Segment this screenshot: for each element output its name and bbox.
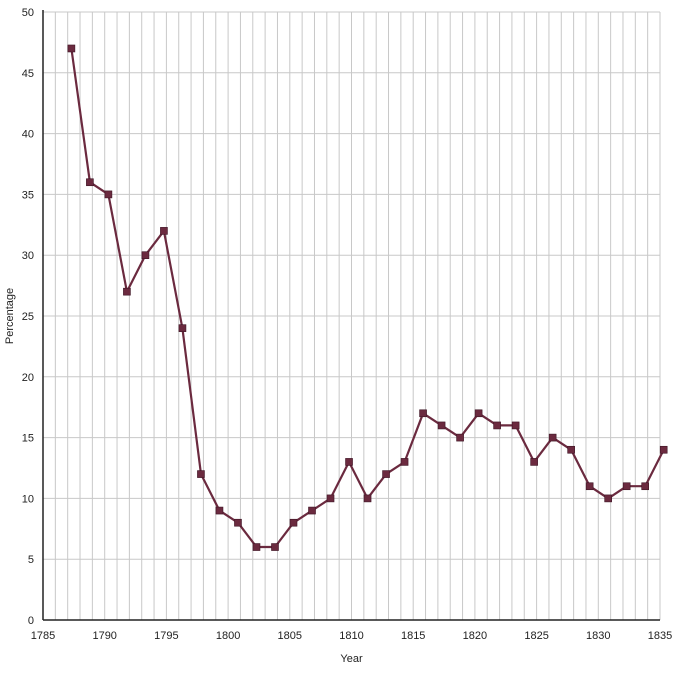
y-axis-title: Percentage	[4, 288, 16, 344]
data-point-marker	[567, 445, 575, 454]
data-point-marker	[659, 445, 668, 454]
grid	[42, 11, 661, 621]
data-point-marker	[160, 227, 168, 235]
data-point-marker	[400, 458, 409, 466]
data-point-marker	[289, 518, 298, 527]
x-tick-labels: 1785 1790 1795 1800 1805 1810 1815 1820 1825 1830…	[31, 630, 672, 642]
data-point-marker	[234, 518, 242, 527]
y-tick-label: 35	[22, 189, 34, 201]
x-tick-label: 1805	[278, 630, 302, 642]
y-tick-label: 25	[22, 311, 34, 323]
y-tick-labels: 0 5 10 15 20 25 30 35 40 45 50	[22, 7, 34, 627]
data-point-marker	[456, 433, 464, 442]
data-point-marker	[86, 178, 94, 187]
data-point-marker	[585, 482, 594, 491]
x-tick-label: 1820	[463, 630, 487, 642]
y-tick-label: 0	[28, 615, 34, 627]
axes	[42, 10, 660, 621]
x-axis-title: Year	[340, 653, 363, 665]
y-tick-label: 50	[22, 7, 34, 19]
data-point-marker	[215, 506, 224, 515]
x-tick-label: 1825	[524, 630, 548, 642]
x-tick-label: 1795	[154, 630, 178, 642]
data-point-marker	[345, 458, 353, 466]
y-tick-label: 40	[22, 129, 34, 141]
data-point-marker	[530, 458, 538, 466]
data-point-marker	[141, 251, 150, 259]
data-point-marker	[474, 409, 483, 418]
data-point-marker	[604, 494, 612, 503]
y-tick-label: 5	[28, 554, 34, 566]
data-point-marker	[511, 421, 520, 430]
y-tick-label: 10	[22, 493, 34, 505]
data-point-marker	[326, 494, 335, 503]
y-tick-label: 30	[22, 250, 34, 262]
data-point-marker	[308, 506, 316, 515]
data-point-marker	[437, 421, 446, 430]
data-point-marker	[197, 470, 205, 478]
data-point-marker	[178, 324, 187, 332]
data-point-marker	[382, 470, 390, 478]
x-tick-label: 1835	[648, 630, 672, 642]
data-point-marker	[419, 409, 427, 418]
data-point-marker	[548, 433, 557, 442]
data-point-marker	[271, 543, 279, 551]
data-point-marker	[641, 482, 649, 491]
data-point-marker	[493, 421, 501, 430]
data-point-marker	[123, 287, 131, 296]
data-point-marker	[104, 190, 113, 199]
y-tick-label: 45	[22, 68, 34, 80]
series-line	[70, 48, 665, 549]
y-tick-label: 15	[22, 433, 34, 445]
x-tick-label: 1785	[31, 630, 55, 642]
data-point-marker	[363, 494, 372, 503]
x-tick-label: 1830	[586, 630, 610, 642]
series	[67, 44, 668, 551]
x-tick-label: 1810	[339, 630, 363, 642]
data-point-marker	[252, 543, 261, 551]
x-tick-label: 1800	[216, 630, 240, 642]
x-tick-label: 1815	[401, 630, 425, 642]
y-tick-label: 20	[22, 372, 34, 384]
x-tick-label: 1790	[92, 630, 116, 642]
data-point-marker	[67, 44, 76, 53]
data-point-marker	[622, 482, 631, 491]
